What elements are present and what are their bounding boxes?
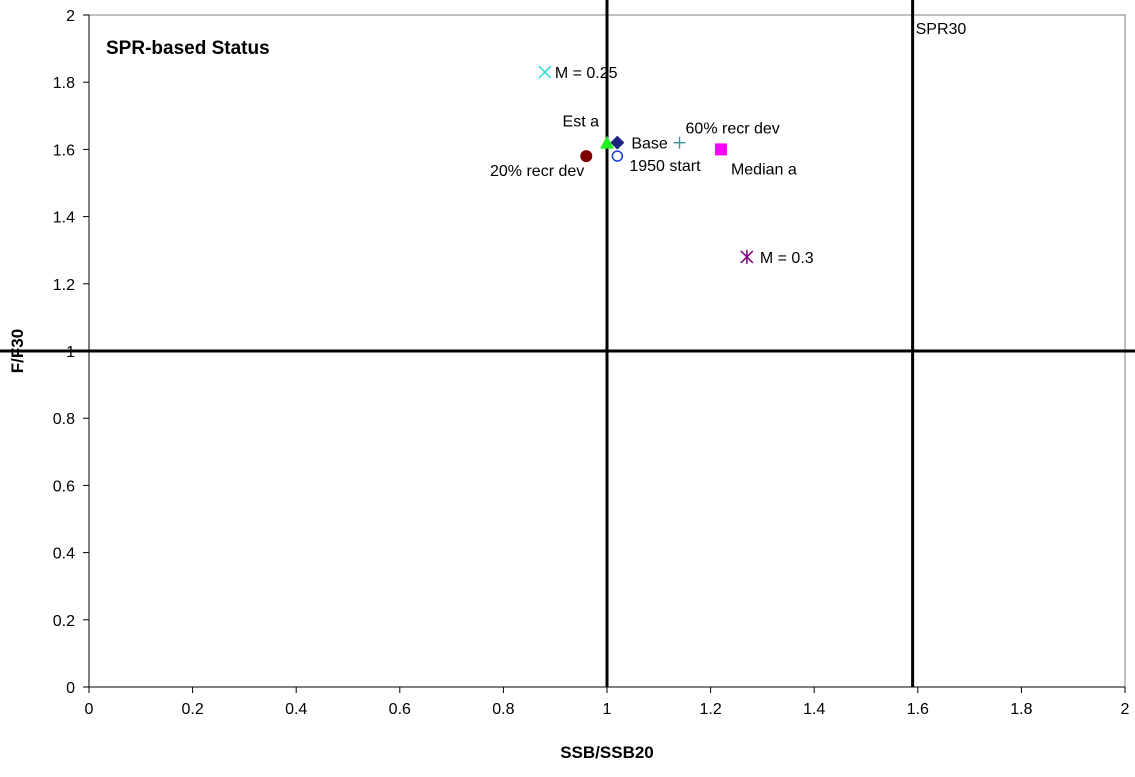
x-axis-title: SSB/SSB20 bbox=[560, 743, 654, 762]
point-est-a bbox=[600, 135, 614, 149]
y-tick-label: 0.2 bbox=[53, 613, 75, 630]
label-60-recr-dev: 60% recr dev bbox=[686, 121, 780, 138]
x-axis-ticks: 0 0.2 0.4 0.6 0.8 1 1.2 1.4 1.6 1.8 2 bbox=[85, 687, 1130, 718]
x-tick-label: 2 bbox=[1121, 701, 1130, 718]
y-tick-label: 1.8 bbox=[53, 75, 75, 92]
point-60-recr-dev bbox=[673, 136, 686, 149]
y-tick-label: 1.2 bbox=[53, 277, 75, 294]
label-est-a: Est a bbox=[563, 114, 600, 131]
x-tick-label: 1.6 bbox=[907, 701, 929, 718]
point-m-0-3 bbox=[740, 249, 754, 264]
point-1950-start bbox=[611, 150, 624, 162]
y-tick-label: 1.4 bbox=[53, 210, 75, 227]
label-median-a: Median a bbox=[731, 161, 797, 178]
label-20-recr-dev: 20% recr dev bbox=[490, 163, 584, 180]
data-points bbox=[538, 65, 754, 264]
annotation-spr30: SPR30 bbox=[916, 21, 967, 38]
point-m-0-25 bbox=[538, 65, 552, 79]
x-tick-label: 0.6 bbox=[389, 701, 411, 718]
point-median-a bbox=[714, 143, 727, 156]
x-tick-label: 1.2 bbox=[699, 701, 721, 718]
point-20-recr-dev bbox=[580, 150, 593, 163]
x-tick-label: 1.4 bbox=[803, 701, 825, 718]
y-tick-label: 0.6 bbox=[53, 478, 75, 495]
y-tick-label: 0.4 bbox=[53, 546, 75, 563]
point-labels: Base Est a Median a M = 0.25 M = 0.3 20% recr… bbox=[490, 65, 814, 267]
y-axis-ticks: 0 0.2 0.4 0.6 0.8 1 1.2 1.4 1.6 1.8 2 bbox=[53, 8, 89, 697]
chart-title: SPR-based Status bbox=[106, 38, 270, 59]
y-tick-label: 2 bbox=[66, 8, 75, 25]
x-tick-label: 1.8 bbox=[1010, 701, 1032, 718]
label-1950-start: 1950 start bbox=[629, 158, 701, 175]
y-tick-label: 0 bbox=[66, 680, 75, 697]
x-tick-label: 0 bbox=[85, 701, 94, 718]
y-axis-title: F/F30 bbox=[8, 329, 27, 373]
label-base: Base bbox=[631, 136, 668, 153]
reference-lines bbox=[0, 0, 1135, 687]
x-tick-label: 0.8 bbox=[492, 701, 514, 718]
label-m-0-25: M = 0.25 bbox=[555, 65, 618, 82]
x-tick-label: 0.4 bbox=[285, 701, 307, 718]
x-tick-label: 1 bbox=[603, 701, 612, 718]
y-tick-label: 1.6 bbox=[53, 142, 75, 159]
y-tick-label: 0.8 bbox=[53, 411, 75, 428]
x-tick-label: 0.2 bbox=[181, 701, 203, 718]
point-base bbox=[610, 135, 625, 150]
label-m-0-3: M = 0.3 bbox=[760, 250, 814, 267]
y-tick-label: 1 bbox=[66, 344, 75, 361]
